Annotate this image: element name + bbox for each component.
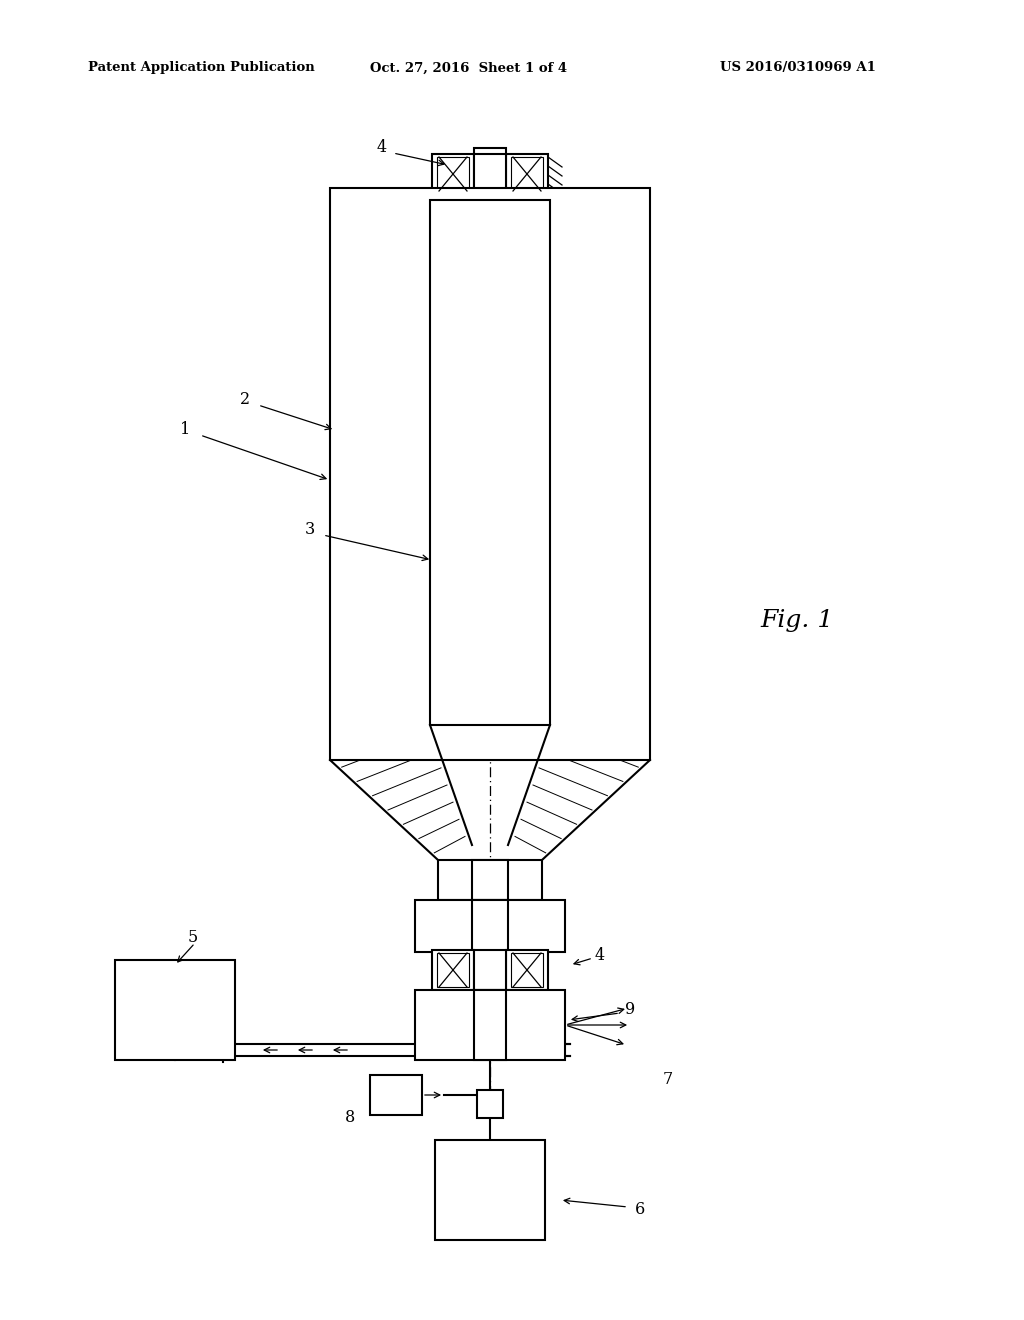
Text: 7: 7: [663, 1072, 673, 1089]
Bar: [506, 154, 548, 194]
Text: 3: 3: [305, 521, 315, 539]
Bar: [472, 900, 508, 952]
Bar: [437, 953, 469, 987]
Text: 5: 5: [187, 929, 198, 946]
Text: 2: 2: [240, 392, 250, 408]
Bar: [438, 861, 542, 900]
Bar: [415, 990, 565, 1060]
Text: 4: 4: [377, 140, 387, 157]
Text: 4: 4: [595, 946, 605, 964]
Text: Oct. 27, 2016  Sheet 1 of 4: Oct. 27, 2016 Sheet 1 of 4: [370, 62, 567, 74]
Text: 1: 1: [180, 421, 190, 438]
Bar: [415, 900, 565, 952]
Text: US 2016/0310969 A1: US 2016/0310969 A1: [720, 62, 876, 74]
Bar: [432, 950, 474, 990]
Bar: [435, 1140, 545, 1239]
Bar: [430, 201, 550, 725]
Bar: [474, 154, 506, 194]
Bar: [474, 148, 506, 187]
Bar: [370, 1074, 422, 1115]
Bar: [437, 157, 469, 191]
Bar: [511, 157, 543, 191]
Text: 8: 8: [345, 1110, 355, 1126]
Text: Fig. 1: Fig. 1: [760, 609, 834, 631]
Bar: [472, 861, 508, 900]
Bar: [474, 990, 506, 1060]
Bar: [432, 154, 474, 194]
Bar: [477, 1090, 503, 1118]
Bar: [330, 187, 650, 760]
Bar: [506, 950, 548, 990]
Text: 9: 9: [625, 1002, 635, 1019]
Text: Patent Application Publication: Patent Application Publication: [88, 62, 314, 74]
Bar: [474, 950, 506, 990]
Text: 6: 6: [635, 1201, 645, 1218]
Bar: [511, 953, 543, 987]
Bar: [115, 960, 234, 1060]
